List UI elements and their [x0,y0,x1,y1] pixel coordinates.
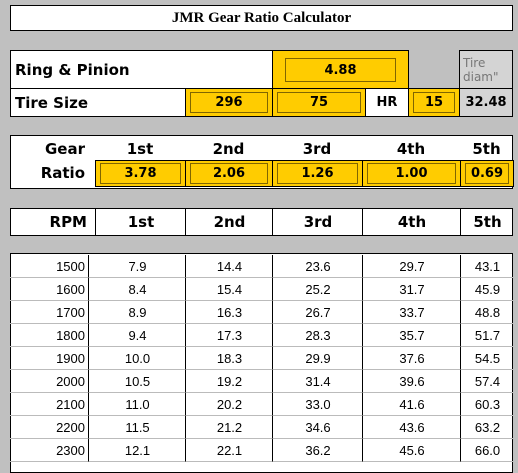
gear-name: 3rd [302,140,332,158]
table-cell: 36.2 [272,439,363,462]
table-cell: 9.4 [88,324,186,347]
table-cell: 54.5 [460,347,514,370]
table-cell: 31.4 [272,370,363,393]
tire-size-label: Tire Size [10,88,186,117]
table-cell: 35.7 [362,324,461,347]
ratio-label: Ratio [40,164,85,182]
table-cell: 2200 [10,416,89,439]
table-cell: 66.0 [460,439,514,462]
table-cell: 1600 [10,278,89,301]
title: JMR Gear Ratio Calculator [10,5,513,31]
table-cell: 18.3 [185,347,273,370]
ring-pinion-label: Ring & Pinion [10,50,273,89]
table-cell: 11.5 [88,416,186,439]
table-cell: 43.1 [460,255,514,278]
gear-name: 4th [396,140,426,158]
table-cell: 41.6 [362,393,461,416]
table-cell: 60.3 [460,393,514,416]
gear-name: 5th [472,140,501,158]
table-cell: 2000 [10,370,89,393]
tire-rim[interactable]: 15 [413,92,455,113]
table-cell: 19.2 [185,370,273,393]
table-cell: 1500 [10,255,89,278]
table-cell: 25.2 [272,278,363,301]
table-cell: 1800 [10,324,89,347]
table-cell: 39.6 [362,370,461,393]
table-cell: 57.4 [460,370,514,393]
table-cell: 11.0 [88,393,186,416]
table-cell: 2100 [10,393,89,416]
table-cell: 63.2 [460,416,514,439]
rpm-table [10,253,513,473]
table-cell: 10.0 [88,347,186,370]
table-cell: 14.4 [185,255,273,278]
table-cell: 26.7 [272,301,363,324]
gear-name: 1st [126,140,154,158]
gear-label: Gear [44,140,85,158]
table-cell: 48.8 [460,301,514,324]
table-cell: 2300 [10,439,89,462]
ratio-input[interactable]: 1.00 [367,163,456,184]
table-cell: 1900 [10,347,89,370]
header-cell: 5th [460,208,514,236]
table-cell: 1700 [10,301,89,324]
table-cell: 43.6 [362,416,461,439]
tire-rating: HR [365,88,409,117]
table-cell: 28.3 [272,324,363,347]
tire-diam-label: Tire diam" [459,50,513,90]
ratio-input[interactable]: 2.06 [190,163,268,184]
gear-name: 2nd [212,140,245,158]
header-cell: RPM [49,213,87,231]
table-cell: 29.7 [362,255,461,278]
table-cell: 16.3 [185,301,273,324]
table-cell: 45.9 [460,278,514,301]
table-cell: 20.2 [185,393,273,416]
table-cell: 8.9 [88,301,186,324]
ring-pinion-input[interactable]: 4.88 [285,58,396,82]
header-cell: 2nd [185,208,273,236]
ratio-input[interactable]: 3.78 [100,163,181,184]
table-cell: 23.6 [272,255,363,278]
table-cell: 51.7 [460,324,514,347]
header-cell: 4th [362,208,461,236]
table-cell: 37.6 [362,347,461,370]
ratio-input[interactable]: 0.69 [465,163,509,184]
table-cell: 21.2 [185,416,273,439]
table-cell: 12.1 [88,439,186,462]
tire-aspect[interactable]: 75 [277,92,361,113]
header-cell: 3rd [272,208,363,236]
table-cell: 22.1 [185,439,273,462]
table-cell: 33.0 [272,393,363,416]
table-cell: 8.4 [88,278,186,301]
table-cell: 31.7 [362,278,461,301]
spreadsheet: JMR Gear Ratio Calculator Ring & Pinion 4.… [10,5,514,473]
table-cell: 33.7 [362,301,461,324]
table-cell: 34.6 [272,416,363,439]
ratio-input[interactable]: 1.26 [277,163,358,184]
table-cell: 7.9 [88,255,186,278]
table-cell: 29.9 [272,347,363,370]
table-cell: 15.4 [185,278,273,301]
rpm-header [10,208,513,236]
tire-diam: 32.48 [459,88,513,117]
header-cell: 1st [95,208,186,236]
table-cell: 45.6 [362,439,461,462]
table-cell: 10.5 [88,370,186,393]
tire-width[interactable]: 296 [190,92,268,113]
table-cell: 17.3 [185,324,273,347]
